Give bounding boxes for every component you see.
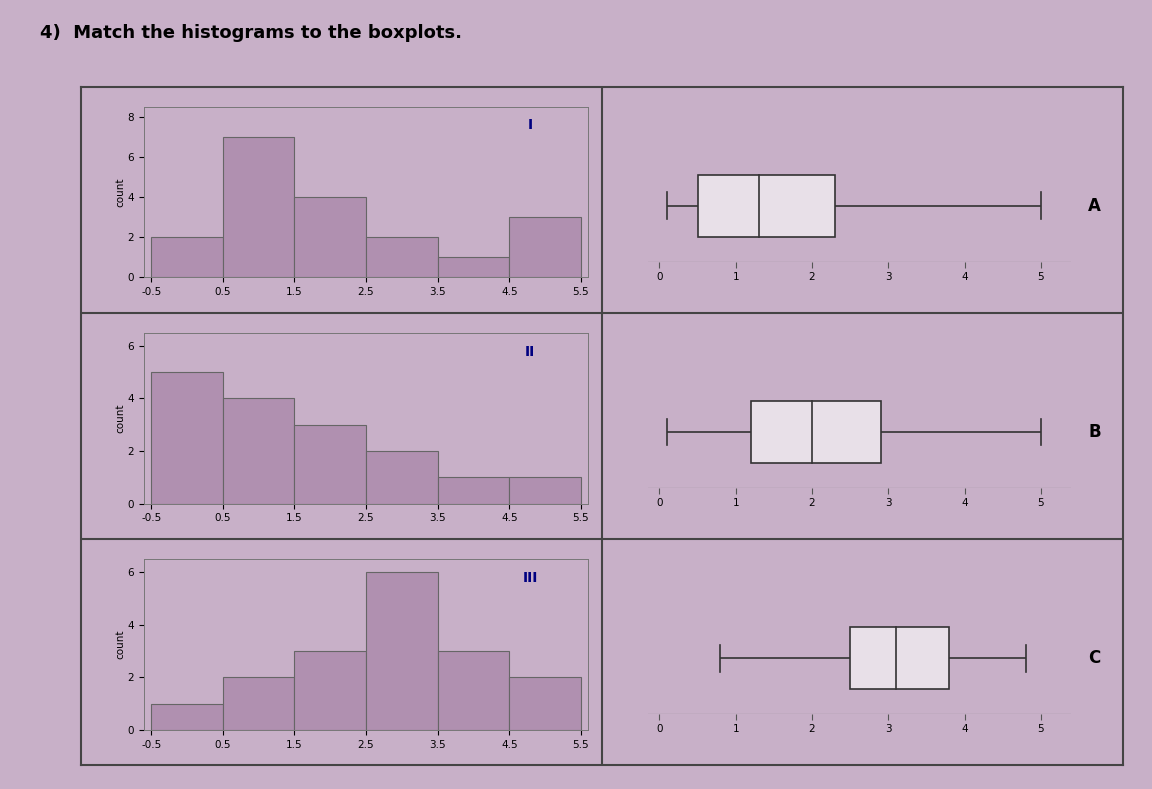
Bar: [438, 477, 509, 503]
Bar: [509, 217, 581, 278]
Text: II: II: [525, 345, 536, 359]
Text: 4)  Match the histograms to the boxplots.: 4) Match the histograms to the boxplots.: [40, 24, 462, 42]
Bar: [366, 451, 438, 503]
Bar: [295, 651, 366, 730]
Bar: [366, 237, 438, 278]
Text: I: I: [528, 118, 533, 133]
Y-axis label: count: count: [115, 178, 124, 207]
Bar: [222, 136, 295, 278]
Text: III: III: [523, 570, 538, 585]
Bar: [295, 197, 366, 278]
Text: C: C: [1089, 649, 1100, 667]
Bar: [366, 572, 438, 730]
Bar: [698, 174, 835, 237]
Bar: [151, 372, 222, 503]
Y-axis label: count: count: [115, 630, 124, 659]
Bar: [222, 677, 295, 730]
Bar: [151, 237, 222, 278]
Y-axis label: count: count: [115, 403, 124, 433]
Bar: [438, 651, 509, 730]
Text: B: B: [1089, 423, 1101, 441]
Bar: [751, 401, 880, 463]
Bar: [295, 424, 366, 503]
Bar: [850, 626, 949, 690]
Bar: [438, 257, 509, 278]
Bar: [509, 677, 581, 730]
Bar: [509, 477, 581, 503]
Bar: [151, 704, 222, 730]
Bar: [222, 398, 295, 503]
Text: A: A: [1089, 196, 1101, 215]
